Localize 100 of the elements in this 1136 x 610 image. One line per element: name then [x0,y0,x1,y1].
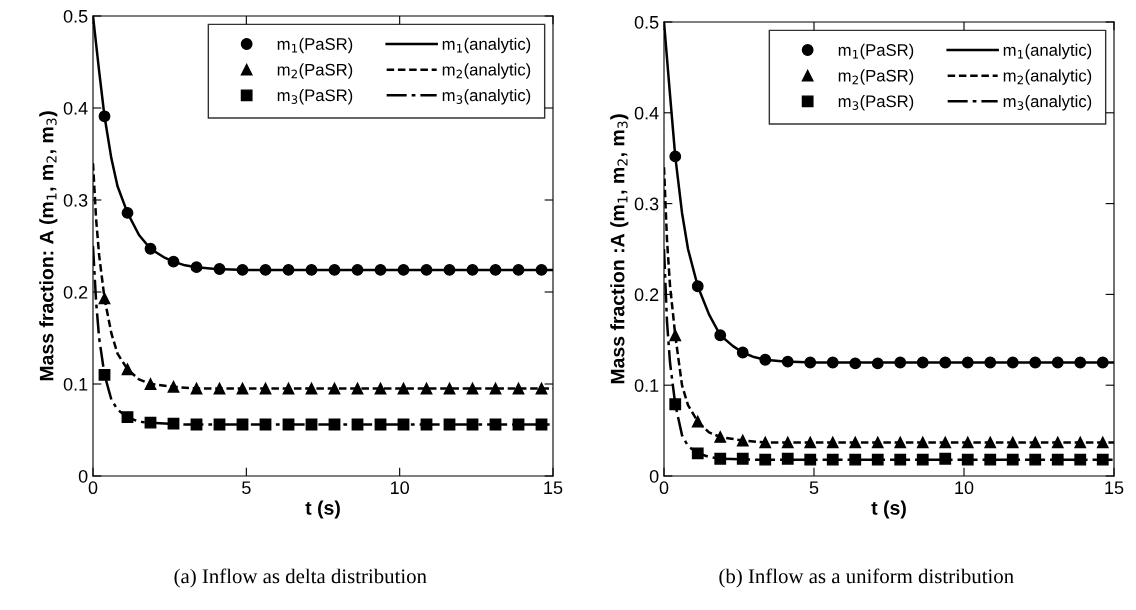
point [961,436,974,449]
point [282,264,295,276]
y-tick-label: 0 [78,469,88,483]
point [714,452,727,465]
point [871,436,884,449]
legend-label: m$_{3}$(PaSR) [277,89,353,105]
point [691,280,704,293]
point [1051,453,1064,466]
point [213,382,226,395]
point [849,436,862,449]
point [894,356,907,369]
y-tick-label: 0.4 [63,101,88,115]
point [1006,356,1019,369]
point [1074,453,1087,466]
y-tick-label: 0.2 [634,288,659,302]
legend-label: m$_{3}$(analytic) [442,89,531,105]
y-axis-title: Mass fraction: A (m$_{1}$, m$_{2}$, m$_{3}$) [39,111,58,381]
point [1006,453,1019,466]
y-tick-label: 0.1 [634,379,659,392]
point [305,264,318,276]
point [420,382,433,395]
legend-label: m$_{1}$(PaSR) [277,37,353,54]
point [984,436,997,449]
point [669,398,682,411]
legend-label: m$_{3}$(PaSR) [838,95,914,111]
point [121,206,134,219]
point [714,329,727,342]
legend-label: m$_{1}$(analytic) [1003,43,1092,60]
point [535,382,548,395]
point [736,452,749,465]
point [121,411,134,424]
x-axis-title: t (s) [871,500,906,519]
point [374,382,387,395]
point [144,242,157,255]
point [98,292,111,305]
point [804,436,817,449]
point [397,264,410,276]
y-tick-label: 0.1 [63,377,88,391]
point [351,382,364,395]
point [826,453,839,466]
point [489,264,502,276]
y-tick-label: 0.5 [63,9,88,23]
x-tick-label: 0 [659,481,669,495]
y-tick-label: 0.3 [634,197,659,211]
legend-label: m$_{2}$(PaSR) [277,63,353,79]
point [826,356,839,369]
text: (b) Inflow as a uniform distribution [719,568,1014,588]
point [420,264,433,276]
x-tick-label: 5 [242,481,251,495]
x-axis-title: t (s) [305,500,340,519]
point [916,453,929,466]
point [669,329,682,342]
point [804,356,817,369]
legend-label: m$_{1}$(PaSR) [838,43,914,60]
point [939,436,952,449]
legend-label: m$_{1}$(analytic) [442,37,531,54]
y-axis-title: Mass fraction :A (m$_{1}$, m$_{2}$, m$_{3}$) [610,114,629,384]
point [871,453,884,466]
point [849,453,862,466]
text: (a) Inflow as delta distribution [174,568,427,588]
point [236,382,249,395]
point [1096,436,1109,449]
point [466,382,479,395]
point [144,416,157,429]
point [691,415,704,428]
point [759,436,772,449]
point [121,363,134,376]
point [916,436,929,449]
point [759,353,772,366]
point [984,356,997,369]
point [871,357,884,370]
y-tick-label: 0.3 [63,193,88,207]
point [512,382,525,395]
point [1029,453,1042,466]
point [849,357,862,370]
point [916,356,929,369]
point [1074,356,1087,369]
point [190,261,203,274]
legend-label: m$_{2}$(analytic) [442,63,531,79]
y-tick-label: 0.2 [63,285,88,299]
point [535,264,548,276]
point [282,382,295,395]
point [1074,436,1087,449]
point [512,264,525,276]
x-tick-label: 15 [1105,481,1124,495]
legend-label: m$_{3}$(analytic) [1003,95,1092,111]
point [374,264,387,276]
point [328,264,341,276]
x-tick-label: 0 [88,481,98,495]
legend-label: m$_{2}$(analytic) [1003,69,1092,85]
point [736,346,749,359]
point [1096,453,1109,466]
point [466,264,479,276]
point [489,382,502,395]
point [714,431,727,443]
point [984,453,997,466]
point [804,453,817,466]
point [759,453,772,466]
point [305,382,318,395]
point [894,436,907,449]
